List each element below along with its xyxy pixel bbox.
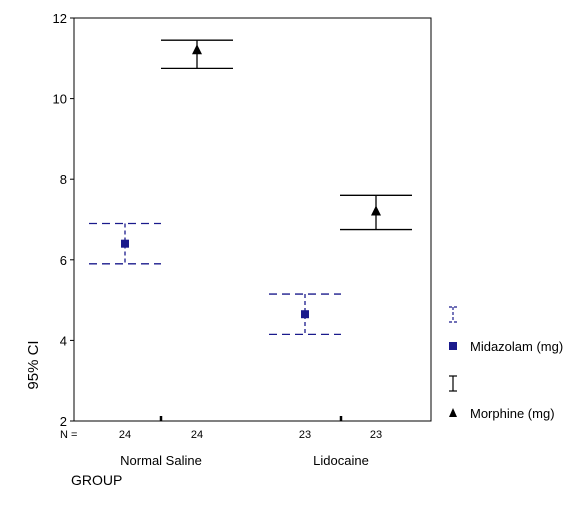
- mean-marker-triangle: [192, 44, 202, 55]
- group-label: Lidocaine: [313, 453, 369, 468]
- n-value: 23: [370, 429, 382, 441]
- legend: Midazolam (mg) Morphine (mg): [449, 306, 563, 421]
- legend-label: Morphine (mg): [470, 406, 555, 421]
- group-label: Normal Saline: [120, 453, 202, 468]
- y-tick-label: 12: [53, 11, 67, 26]
- y-tick-label: 10: [53, 92, 67, 107]
- y-tick-label: 8: [60, 172, 67, 187]
- n-value: 24: [191, 429, 203, 441]
- y-tick-label: 6: [60, 253, 67, 268]
- x-axis-label: GROUP: [71, 472, 122, 488]
- y-tick-label: 2: [60, 414, 67, 429]
- mean-marker-square: [301, 310, 309, 319]
- error-bars: [89, 39, 412, 336]
- n-value: 24: [119, 429, 131, 441]
- legend-triangle-icon: [449, 408, 457, 417]
- n-label: N =: [60, 429, 77, 441]
- mean-marker-triangle: [371, 205, 381, 216]
- y-axis: 2 4 6 8 10 12: [53, 11, 74, 429]
- plot-frame: [73, 17, 432, 422]
- legend-label: Midazolam (mg): [470, 339, 563, 354]
- y-tick-label: 4: [60, 333, 67, 348]
- legend-square-icon: [449, 342, 457, 350]
- mean-marker-square: [121, 239, 129, 248]
- n-value: 23: [299, 429, 311, 441]
- y-axis-label: 95% CI: [25, 340, 42, 389]
